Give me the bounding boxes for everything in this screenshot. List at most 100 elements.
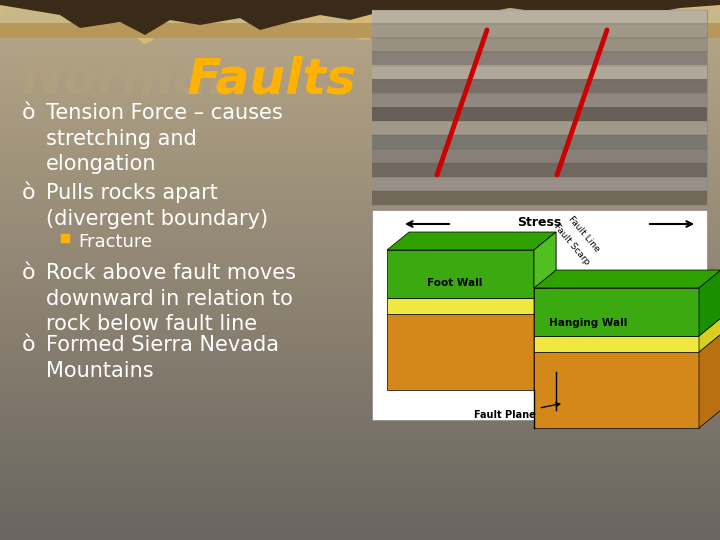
Polygon shape	[699, 318, 720, 352]
Bar	[0, 296, 720, 300]
Bar	[0, 137, 720, 140]
Bar	[372, 37, 707, 52]
Text: Tension Force – causes
stretching and
elongation: Tension Force – causes stretching and el…	[46, 103, 283, 174]
Bar	[0, 96, 720, 100]
Bar	[0, 304, 720, 308]
Bar	[0, 328, 720, 332]
Bar	[0, 436, 720, 440]
Bar	[372, 107, 707, 122]
Bar	[0, 129, 720, 132]
Bar	[0, 334, 720, 338]
Bar	[0, 7, 720, 11]
Bar	[0, 261, 720, 265]
Bar	[0, 23, 720, 38]
Bar	[0, 266, 720, 270]
Polygon shape	[699, 270, 720, 336]
Bar	[0, 245, 720, 248]
Bar	[0, 83, 720, 86]
Bar	[0, 299, 720, 302]
Bar	[0, 312, 720, 316]
Bar	[0, 455, 720, 459]
Bar	[0, 350, 720, 354]
Bar	[0, 501, 720, 505]
Polygon shape	[534, 270, 720, 288]
Bar	[0, 4, 720, 8]
Bar	[0, 220, 720, 224]
Bar	[0, 466, 720, 470]
Bar	[0, 42, 720, 46]
Bar	[0, 31, 720, 35]
Bar	[0, 226, 720, 230]
Bar	[0, 345, 720, 348]
Bar	[0, 21, 720, 24]
Bar	[0, 150, 720, 154]
Bar	[0, 110, 720, 113]
Bar	[0, 48, 720, 51]
Bar	[0, 525, 720, 529]
Text: Formed Sierra Nevada
Mountains: Formed Sierra Nevada Mountains	[46, 335, 279, 381]
Bar	[0, 69, 720, 73]
Bar	[0, 382, 720, 386]
Bar	[0, 407, 720, 410]
Bar	[0, 64, 720, 68]
Bar	[0, 201, 720, 205]
Bar	[0, 280, 720, 284]
Text: Foot Wall: Foot Wall	[427, 278, 482, 288]
Bar	[0, 123, 720, 127]
Bar	[0, 504, 720, 508]
Bar	[0, 493, 720, 497]
Bar	[0, 212, 720, 216]
Bar	[0, 512, 720, 516]
Bar	[0, 258, 720, 262]
Bar	[372, 121, 707, 136]
Bar	[0, 399, 720, 402]
Text: Stress: Stress	[517, 215, 561, 228]
Bar	[0, 531, 720, 535]
Point	[59, 234, 71, 242]
Bar	[372, 10, 707, 205]
Bar	[0, 99, 720, 103]
Bar	[0, 490, 720, 494]
Bar	[372, 149, 707, 163]
Text: ò: ò	[22, 335, 35, 355]
Bar	[0, 174, 720, 178]
Bar	[0, 442, 720, 446]
Bar	[0, 185, 720, 189]
Bar	[0, 439, 720, 443]
Bar	[0, 37, 720, 40]
Bar	[0, 507, 720, 510]
Bar	[0, 374, 720, 378]
Bar	[0, 272, 720, 275]
Bar	[0, 277, 720, 281]
Text: Faults: Faults	[170, 55, 356, 103]
Bar	[0, 0, 720, 38]
Bar	[0, 450, 720, 454]
Bar	[0, 72, 720, 76]
Bar	[0, 39, 720, 43]
Polygon shape	[0, 0, 720, 44]
Bar	[0, 458, 720, 462]
Bar	[0, 153, 720, 157]
Bar	[0, 536, 720, 540]
Bar	[0, 336, 720, 340]
Bar	[0, 218, 720, 221]
Bar	[0, 250, 720, 254]
Bar	[0, 188, 720, 192]
Bar	[0, 161, 720, 165]
Bar	[0, 517, 720, 521]
Bar	[0, 274, 720, 278]
Bar	[0, 18, 720, 22]
Bar	[0, 390, 720, 394]
Bar	[0, 474, 720, 478]
Bar	[0, 423, 720, 427]
Bar	[0, 91, 720, 94]
Bar	[0, 242, 720, 246]
Bar	[0, 139, 720, 143]
Bar	[0, 323, 720, 327]
Bar	[0, 385, 720, 389]
Bar	[0, 420, 720, 424]
Bar	[0, 288, 720, 292]
Bar	[0, 301, 720, 305]
Bar	[0, 426, 720, 429]
Bar	[0, 0, 720, 3]
